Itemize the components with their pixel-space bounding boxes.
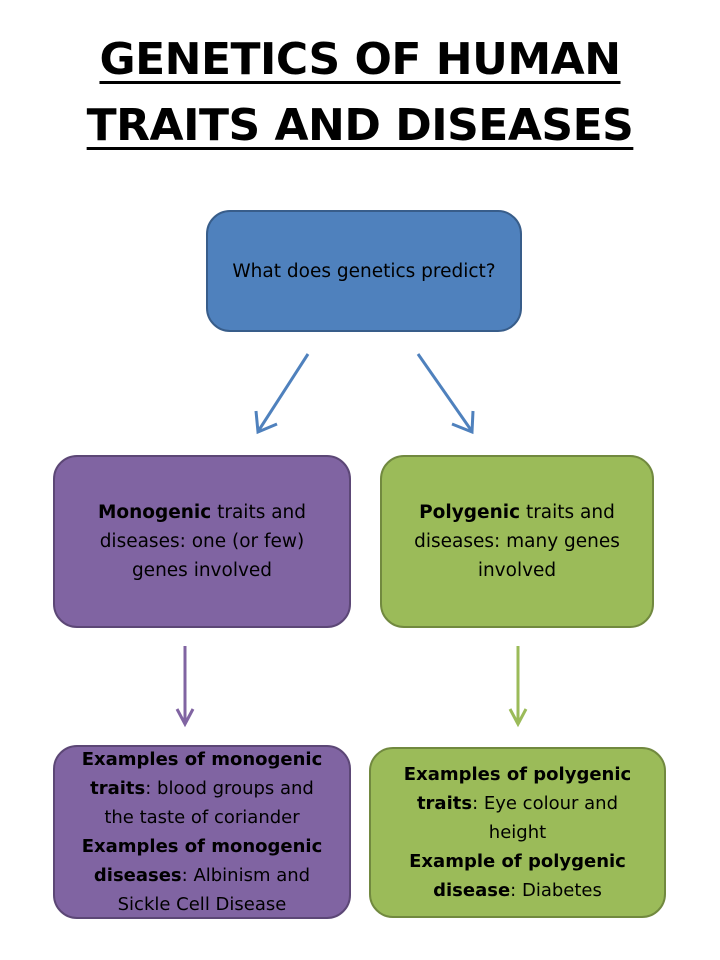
mono-diseases-values: : Albinism and (181, 865, 311, 886)
arrow-polygenic-to-examples (508, 646, 528, 728)
monogenic-text: Monogenic traits and diseases: one (or f… (98, 498, 306, 585)
polygenic-line-1-rest: traits and (520, 502, 615, 523)
poly-traits-heading-2: traits (416, 793, 473, 814)
arrow-monogenic-to-examples (175, 646, 195, 728)
poly-traits-heading-1: Examples of polygenic (403, 764, 632, 785)
poly-ex-line-1: Examples of polygenic (404, 760, 631, 789)
mono-ex-line-4: Examples of monogenic (82, 832, 323, 861)
mono-ex-line-2: traits: blood groups and (82, 774, 323, 803)
mono-ex-line-3: the taste of coriander (104, 807, 300, 828)
monogenic-bold-label: Monogenic (97, 502, 212, 523)
poly-ex-line-4: Example of polygenic (404, 847, 631, 876)
polygenic-examples-box: Examples of polygenic traits: Eye colour… (369, 747, 666, 918)
root-question-text: What does genetics predict? (232, 260, 496, 282)
monogenic-examples-box: Examples of monogenic traits: blood grou… (53, 745, 351, 919)
title-line-2: TRAITS AND DISEASES (0, 98, 720, 154)
polygenic-line-1: Polygenic traits and (414, 498, 620, 527)
polygenic-line-3: involved (477, 560, 557, 581)
monogenic-line-2: diseases: one (or few) (99, 531, 305, 552)
title-line-1: GENETICS OF HUMAN (0, 32, 720, 88)
polygenic-examples-text: Examples of polygenic traits: Eye colour… (404, 760, 631, 905)
mono-traits-heading-2: traits (90, 778, 146, 799)
polygenic-box: Polygenic traits and diseases: many gene… (380, 455, 654, 628)
monogenic-examples-text: Examples of monogenic traits: blood grou… (82, 745, 323, 919)
title-text-2: TRAITS AND DISEASES (86, 100, 634, 151)
mono-ex-line-5: diseases: Albinism and (82, 861, 323, 890)
arrow-root-to-monogenic (254, 353, 310, 435)
mono-traits-heading-1: Examples of monogenic (81, 749, 323, 770)
monogenic-box: Monogenic traits and diseases: one (or f… (53, 455, 351, 628)
polygenic-text: Polygenic traits and diseases: many gene… (414, 498, 620, 585)
mono-ex-line-6: Sickle Cell Disease (117, 894, 287, 915)
monogenic-line-1: Monogenic traits and (98, 498, 306, 527)
mono-ex-line-1: Examples of monogenic (82, 745, 323, 774)
polygenic-line-2: diseases: many genes (414, 531, 620, 552)
poly-disease-heading-1: Example of polygenic (409, 851, 626, 872)
monogenic-line-3: genes involved (131, 560, 273, 581)
monogenic-line-1-rest: traits and (211, 502, 307, 523)
poly-disease-values: : Diabetes (510, 880, 602, 901)
mono-diseases-heading-1: Examples of monogenic (81, 836, 323, 857)
mono-diseases-heading-2: diseases (93, 865, 182, 886)
mono-traits-values: : blood groups and (145, 778, 314, 799)
arrow-root-to-polygenic (416, 353, 475, 435)
poly-ex-line-5: disease: Diabetes (404, 876, 631, 905)
poly-traits-values: : Eye colour and (472, 793, 619, 814)
root-question-box: What does genetics predict? (206, 210, 522, 332)
polygenic-bold-label: Polygenic (419, 502, 521, 523)
poly-ex-line-3: height (488, 822, 547, 843)
title-text-1: GENETICS OF HUMAN (99, 34, 621, 85)
poly-disease-heading-2: disease (433, 880, 511, 901)
poly-ex-line-2: traits: Eye colour and (404, 789, 631, 818)
